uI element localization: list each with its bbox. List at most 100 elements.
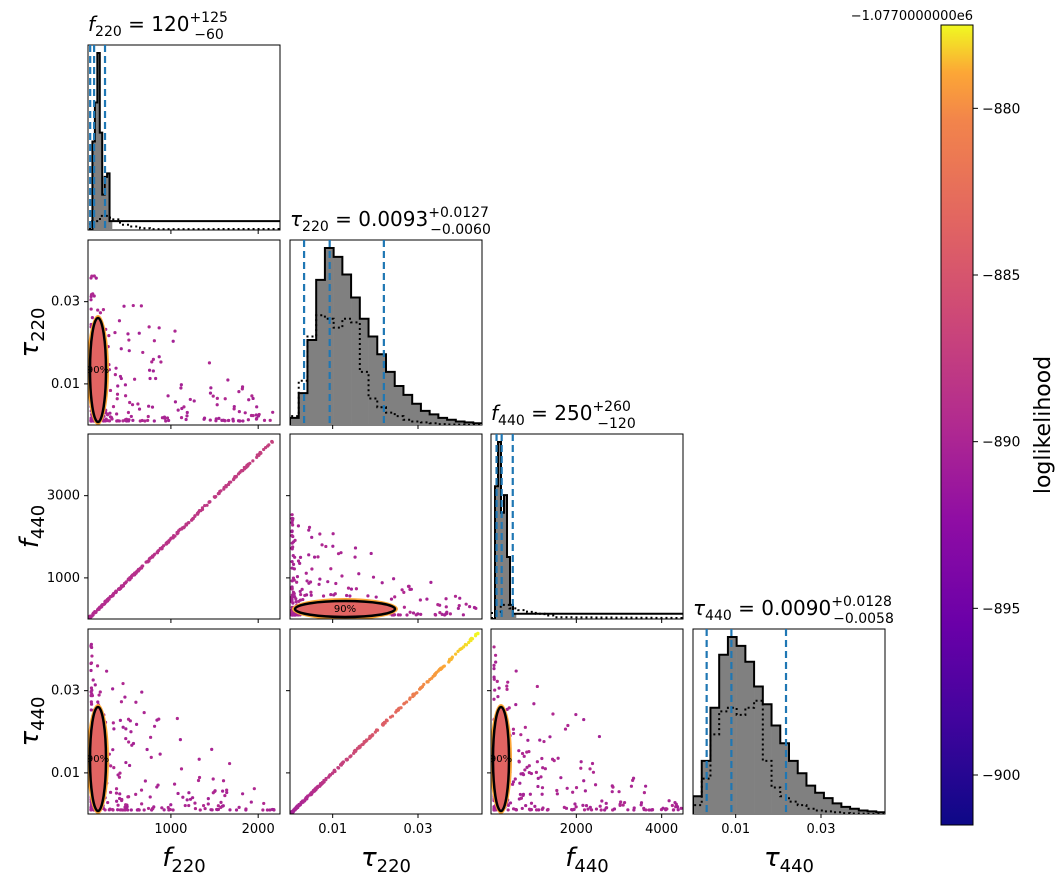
x-tick-label: 0.01: [721, 822, 750, 837]
sample-point: [391, 577, 396, 581]
sample-point: [525, 765, 529, 769]
hist-bar: [823, 798, 833, 814]
sample-point: [148, 376, 152, 381]
sample-point: [493, 653, 498, 657]
sample-point: [381, 723, 385, 727]
sample-point: [519, 796, 523, 800]
sample-point: [570, 807, 574, 812]
sample-point: [571, 790, 575, 794]
sample-point: [175, 716, 179, 721]
sample-point: [166, 394, 170, 398]
sample-point: [582, 808, 587, 812]
y-axis-label-f440: f440: [15, 505, 49, 549]
contour-label: 90%: [87, 365, 109, 376]
hist-bar: [815, 792, 825, 814]
sample-point: [312, 555, 317, 559]
sample-point: [129, 808, 133, 812]
sample-point: [98, 690, 102, 694]
sample-point: [309, 590, 313, 594]
sample-point: [513, 777, 517, 781]
sample-point: [497, 686, 501, 690]
sample-point: [665, 807, 669, 811]
sample-point: [539, 775, 543, 779]
sample-point: [540, 792, 544, 796]
sample-point: [392, 613, 396, 617]
sample-point: [463, 642, 467, 647]
sample-point: [505, 707, 509, 711]
sample-point: [492, 663, 496, 667]
sample-point: [214, 417, 218, 421]
sample-point: [151, 357, 155, 361]
hist-bar: [858, 810, 868, 814]
sample-point: [290, 513, 294, 517]
sample-point: [348, 755, 352, 759]
sample-point: [268, 418, 272, 422]
scatter-panel-f220-tau220: 90% 0.01 0.03: [51, 239, 281, 426]
sample-point: [536, 784, 540, 789]
sample-point: [348, 594, 352, 598]
sample-point: [171, 536, 175, 540]
sample-point: [184, 522, 188, 526]
sample-point: [125, 805, 129, 809]
sample-point: [134, 722, 139, 726]
sample-point: [227, 761, 232, 766]
sample-point: [114, 366, 118, 370]
sample-point: [206, 802, 210, 806]
sample-point: [559, 776, 563, 780]
sample-point: [301, 597, 305, 602]
sample-point: [203, 806, 207, 811]
sample-point: [146, 806, 151, 811]
sample-point: [171, 339, 175, 343]
sample-point: [105, 669, 109, 673]
sample-point: [216, 804, 220, 808]
sample-point: [172, 782, 177, 786]
sample-point: [239, 469, 243, 473]
sample-point: [454, 652, 458, 656]
sample-point: [179, 383, 183, 387]
sample-point: [244, 808, 248, 812]
x-axis-label-tau440: τ440: [764, 843, 814, 877]
hist-bar: [806, 785, 816, 814]
hist-bar: [333, 256, 343, 425]
sample-point: [176, 791, 180, 796]
sample-point: [543, 767, 547, 771]
sample-point: [324, 778, 328, 782]
sample-point: [209, 386, 213, 390]
sample-point: [468, 605, 472, 609]
panel-title-tau440: τ440 = 0.0090+0.0128 −0.0058: [693, 594, 894, 627]
sample-point: [262, 447, 266, 452]
sample-point: [308, 580, 313, 584]
sample-point: [307, 525, 312, 529]
sample-point: [433, 671, 438, 676]
panel-frame: [87, 433, 281, 620]
sample-point: [334, 581, 338, 586]
hist-bar: [867, 811, 877, 814]
sample-point: [679, 806, 683, 810]
sample-point: [114, 787, 119, 791]
sample-point: [304, 797, 308, 801]
sample-point: [123, 695, 127, 699]
sample-point: [150, 405, 155, 409]
hist-bar: [754, 686, 764, 814]
sample-point: [202, 417, 206, 421]
sample-point: [661, 806, 665, 810]
sample-point: [510, 782, 515, 786]
sample-point: [494, 660, 498, 664]
sample-point: [193, 806, 198, 811]
sample-point: [236, 419, 241, 423]
hist-bar: [780, 743, 790, 814]
sample-point: [534, 808, 539, 812]
sample-point: [136, 402, 140, 406]
sample-point: [116, 773, 120, 777]
diag-panel-tau440: τ440 = 0.0090+0.0128 −0.0058: [692, 594, 894, 815]
sample-point: [139, 788, 144, 792]
sample-point: [534, 770, 539, 774]
sample-point: [304, 593, 309, 597]
sample-point: [298, 555, 303, 560]
scatter-panel-tau220-f440: 90%: [286, 433, 483, 620]
y-axis-label-tau220: τ220: [15, 307, 49, 357]
sample-point: [147, 325, 151, 329]
sample-point: [90, 316, 94, 320]
scatter-panel-f220-f440: 1000 3000: [47, 433, 281, 620]
sample-point: [357, 572, 361, 576]
